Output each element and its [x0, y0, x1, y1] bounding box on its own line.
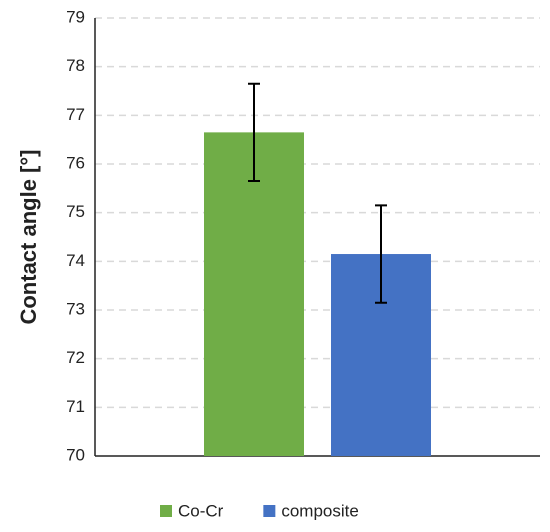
y-axis-label: Contact angle [°] [16, 149, 41, 324]
y-tick-label: 73 [66, 299, 85, 318]
y-tick-label: 72 [66, 348, 85, 367]
y-tick-label: 75 [66, 202, 85, 221]
y-tick-label: 77 [66, 105, 85, 124]
y-tick-label: 79 [66, 7, 85, 26]
y-tick-label: 71 [66, 397, 85, 416]
y-tick-label: 74 [66, 251, 85, 270]
legend-swatch [160, 505, 172, 517]
legend-swatch [263, 505, 276, 517]
legend-label: Co-Cr [178, 501, 224, 520]
error-bar [375, 204, 387, 304]
bar [204, 132, 304, 456]
y-tick-label: 76 [66, 153, 85, 172]
y-tick-label: 70 [66, 445, 85, 464]
legend-label: composite [281, 501, 358, 520]
error-bar [248, 82, 260, 183]
y-tick-label: 78 [66, 56, 85, 75]
